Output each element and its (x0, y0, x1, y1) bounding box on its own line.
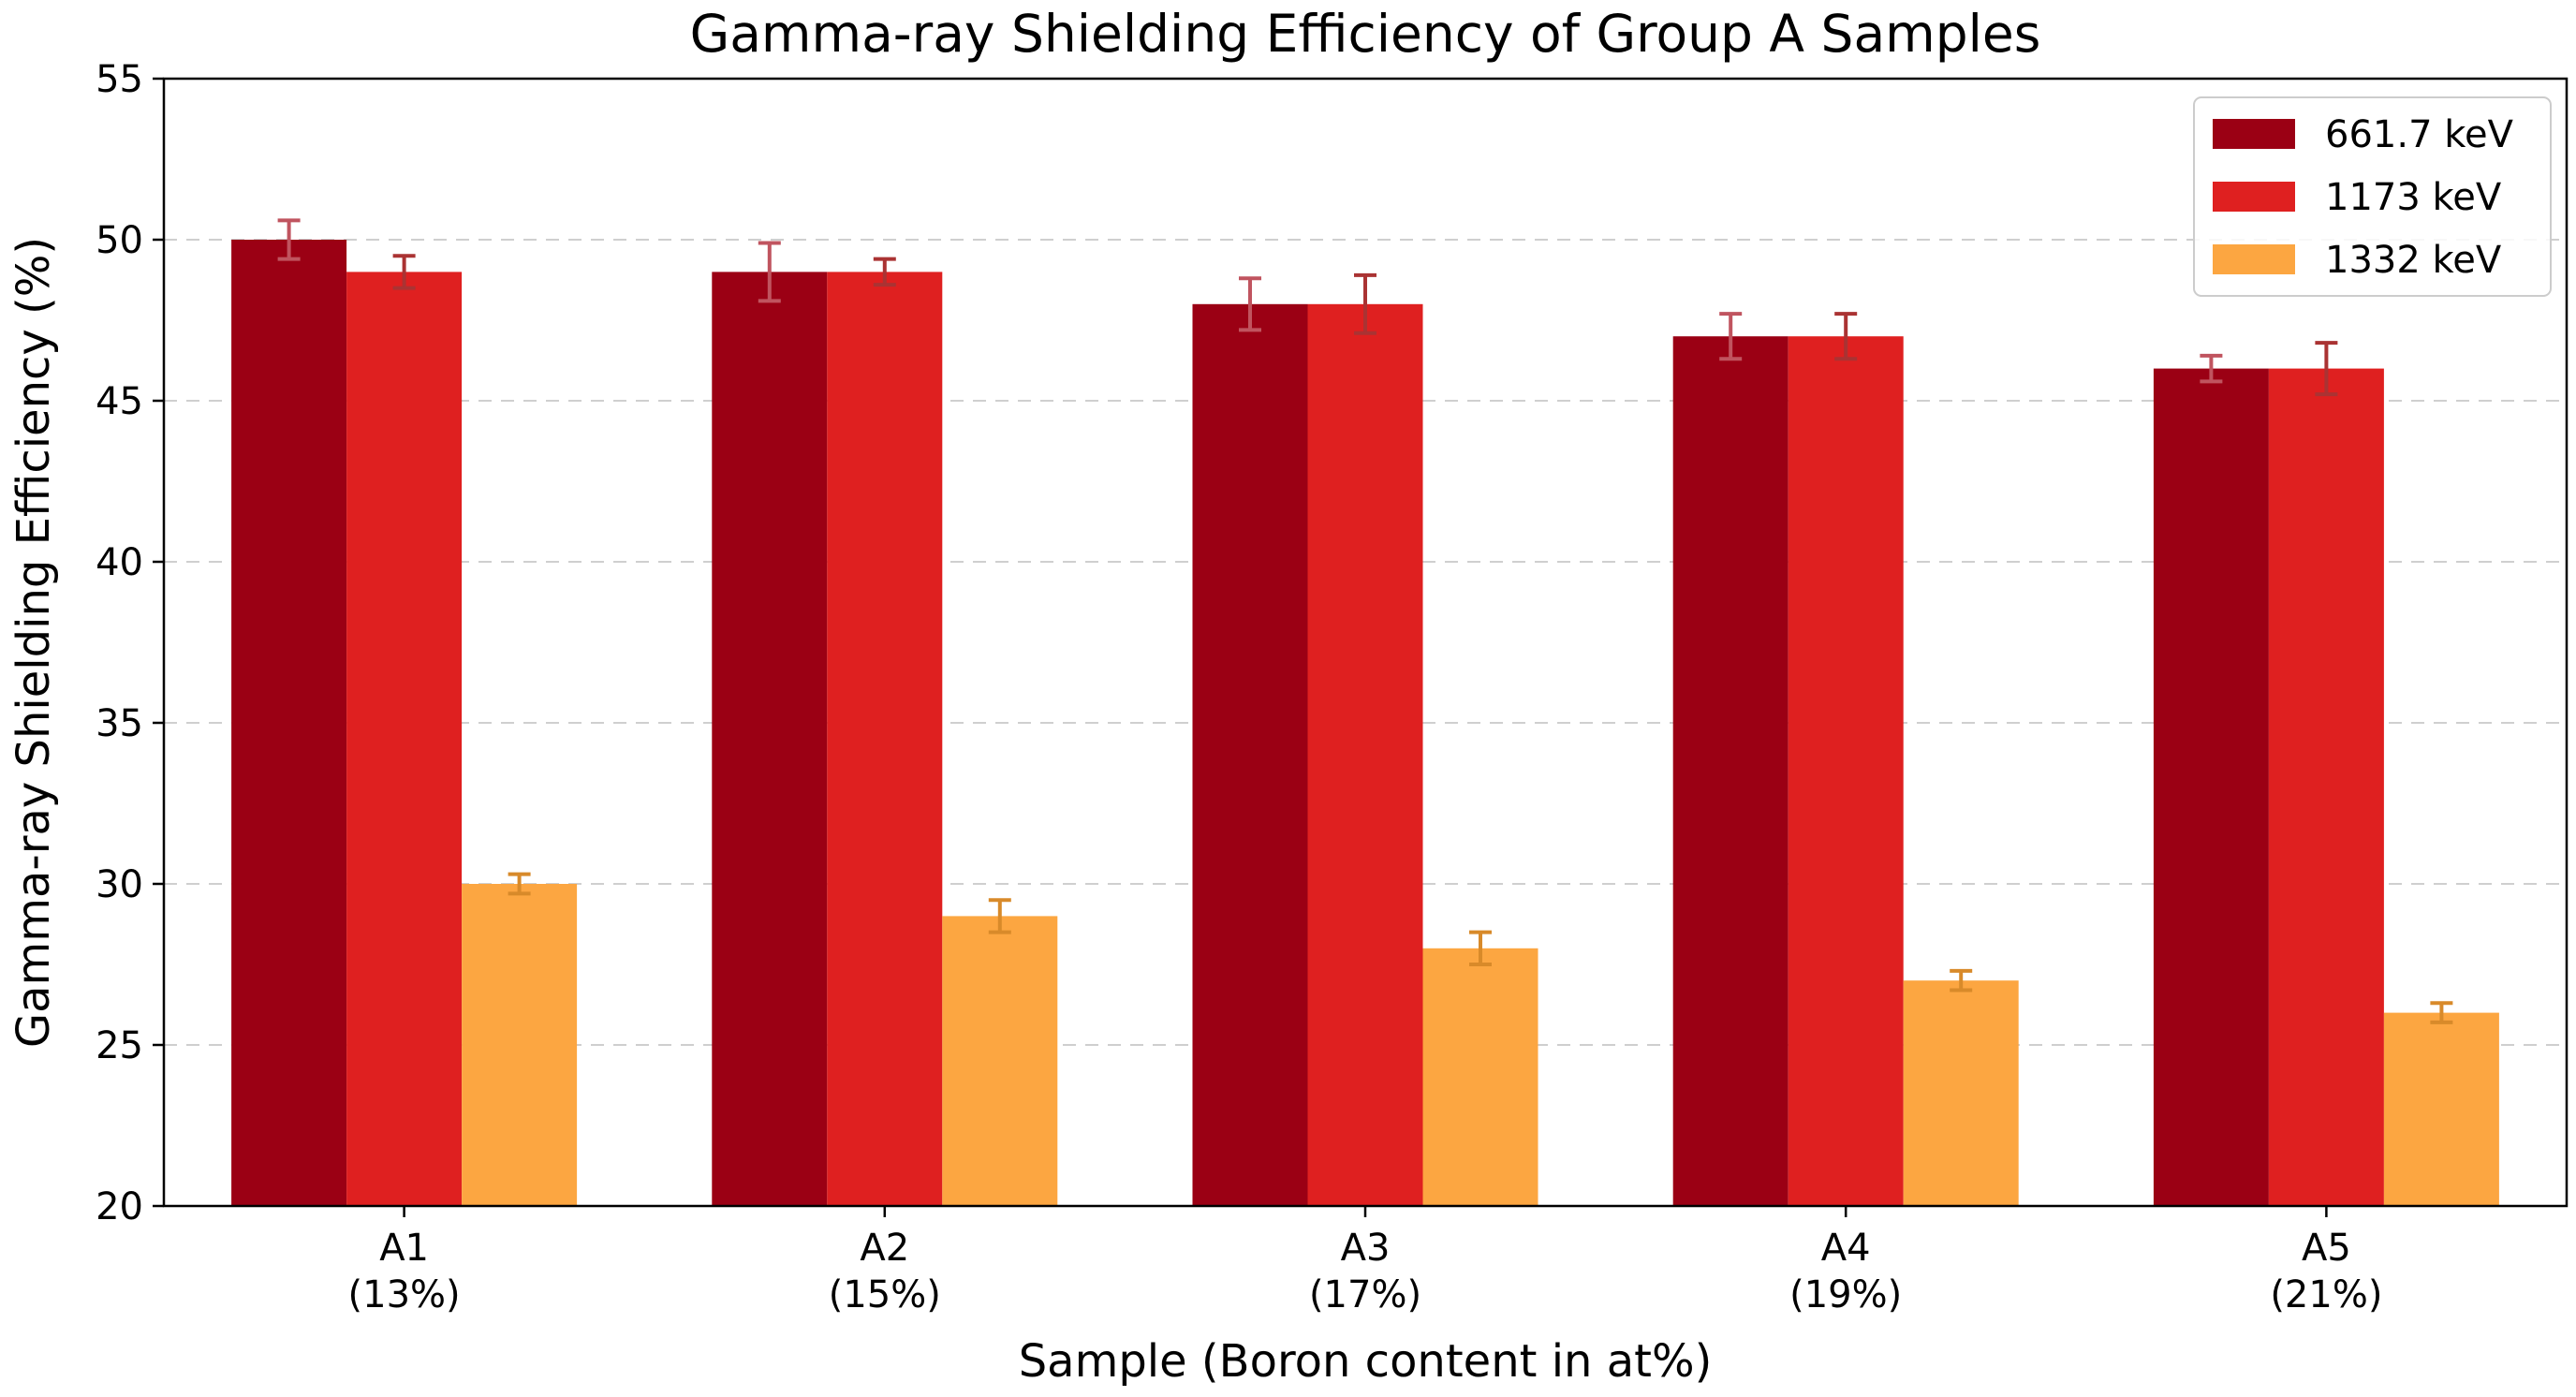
x-tick-label-A5: A5 (2302, 1227, 2351, 1270)
x-tick-label-A3: A3 (1341, 1227, 1391, 1270)
y-tick-label-20: 20 (96, 1185, 143, 1228)
bar-A2-1173-keV (827, 272, 943, 1206)
legend-swatch-1332-keV (2213, 244, 2295, 274)
y-tick-label-50: 50 (96, 219, 143, 262)
bar-A4-1332-keV (1903, 980, 2019, 1206)
bar-A3-661-7-keV (1192, 303, 1308, 1206)
x-tick-sublabel-A5: (21%) (2270, 1273, 2382, 1316)
chart-title: Gamma-ray Shielding Efficiency of Group … (690, 4, 2041, 64)
x-tick-label-A2: A2 (860, 1227, 909, 1270)
legend-swatch-1173-keV (2213, 182, 2295, 212)
x-axis-ticks: A1(13%) A2(15%) A3(17%) A4(19%) A5(21%) (348, 1206, 2382, 1316)
legend-label-661-7-keV: 661.7 keV (2325, 113, 2514, 156)
y-tick-label-25: 25 (96, 1024, 143, 1067)
x-tick-label-A4: A4 (1821, 1227, 1871, 1270)
y-tick-label-55: 55 (96, 58, 143, 101)
x-tick-label-A1: A1 (379, 1227, 429, 1270)
y-tick-label-40: 40 (96, 541, 143, 584)
bars (231, 240, 2499, 1207)
y-tick-label-45: 45 (96, 380, 143, 423)
bar-A3-1173-keV (1307, 303, 1423, 1206)
bar-A2-661-7-keV (712, 272, 828, 1206)
legend-label-1173-keV: 1173 keV (2325, 176, 2502, 219)
bar-A1-661-7-keV (231, 240, 347, 1206)
y-axis-title: Gamma-ray Shielding Efficiency (%) (7, 237, 60, 1048)
bar-A5-1332-keV (2383, 1012, 2499, 1206)
bar-A2-1332-keV (942, 916, 1058, 1206)
bar-A4-1173-keV (1788, 336, 1904, 1206)
legend: 661.7 keV 1173 keV 1332 keV (2193, 96, 2552, 297)
bar-A1-1173-keV (346, 272, 463, 1206)
y-tick-label-35: 35 (96, 702, 143, 745)
bar-A3-1332-keV (1422, 948, 1538, 1206)
bar-A1-1332-keV (462, 884, 578, 1206)
y-tick-label-30: 30 (96, 863, 143, 906)
error-bars (277, 218, 2453, 1024)
bar-A5-661-7-keV (2153, 368, 2269, 1207)
bar-A5-1173-keV (2268, 368, 2384, 1207)
legend-label-1332-keV: 1332 keV (2325, 239, 2502, 282)
x-tick-sublabel-A1: (13%) (348, 1273, 461, 1316)
x-tick-sublabel-A3: (17%) (1309, 1273, 1421, 1316)
x-tick-sublabel-A4: (19%) (1789, 1273, 1902, 1316)
x-axis-title: Sample (Boron content in at%) (1019, 1335, 1713, 1388)
bar-A4-661-7-keV (1672, 336, 1788, 1206)
x-tick-sublabel-A2: (15%) (829, 1273, 941, 1316)
y-axis-ticks: 20 25 30 35 40 45 50 55 (96, 58, 164, 1228)
legend-swatch-661-7-keV (2213, 119, 2295, 149)
